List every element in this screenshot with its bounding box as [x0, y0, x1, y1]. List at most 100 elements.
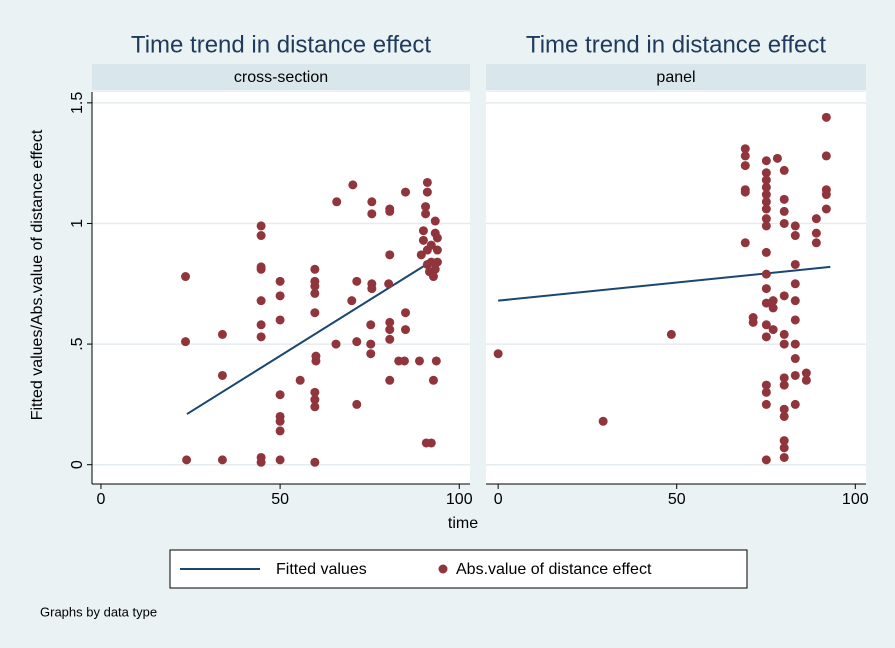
x-tick-label: 0	[97, 491, 106, 508]
plot-area	[486, 92, 866, 484]
note: Graphs by data type	[40, 604, 157, 619]
scatter-point	[367, 284, 377, 294]
scatter-point	[779, 291, 789, 301]
scatter-point	[385, 325, 395, 335]
scatter-point	[217, 329, 227, 339]
scatter-point	[256, 332, 266, 342]
scatter-point	[432, 233, 442, 243]
scatter-point	[422, 187, 432, 197]
scatter-point	[779, 206, 789, 216]
fitted-line	[186, 258, 435, 415]
scatter-point	[401, 187, 411, 197]
scatter-point	[275, 426, 285, 436]
scatter-point	[761, 380, 771, 390]
scatter-point	[421, 209, 431, 219]
strip	[486, 64, 866, 90]
scatter-point	[779, 380, 789, 390]
scatter-point	[790, 370, 800, 380]
scatter-point	[790, 231, 800, 241]
scatter-point	[768, 296, 778, 306]
scatter-point	[310, 402, 320, 412]
scatter-point	[666, 329, 676, 339]
scatter-point	[821, 112, 831, 122]
scatter-point	[761, 156, 771, 166]
scatter-point	[821, 190, 831, 200]
scatter-point	[256, 457, 266, 467]
scatter-point	[311, 356, 321, 366]
scatter-point	[367, 209, 377, 219]
scatter-point	[790, 315, 800, 325]
scatter-point	[348, 180, 358, 190]
scatter-point	[347, 296, 357, 306]
scatter-point	[740, 161, 750, 171]
y-tick-label: .5	[69, 337, 86, 350]
scatter-point	[352, 337, 362, 347]
scatter-point	[352, 399, 362, 409]
scatter-point	[181, 337, 191, 347]
y-axis-label: Fitted values/Abs.value of distance effe…	[29, 129, 46, 420]
scatter-point	[761, 332, 771, 342]
scatter-point	[421, 438, 431, 448]
scatter-point	[418, 235, 428, 245]
scatter-point	[295, 375, 305, 385]
scatter-point	[366, 320, 376, 330]
scatter-point	[761, 214, 771, 224]
scatter-point	[790, 296, 800, 306]
x-tick-label: 100	[446, 491, 473, 508]
scatter-point	[275, 455, 285, 465]
scatter-point	[385, 317, 395, 327]
scatter-point	[385, 206, 395, 216]
y-tick-label: 0	[69, 460, 86, 469]
scatter-point	[256, 221, 266, 231]
scatter-point	[821, 204, 831, 214]
scatter-point	[352, 276, 362, 286]
strip	[92, 64, 470, 90]
scatter-point	[430, 216, 440, 226]
y-tick-label: 1	[69, 219, 86, 228]
scatter-point	[493, 349, 503, 359]
scatter-point	[598, 416, 608, 426]
scatter-point	[821, 151, 831, 161]
scatter-point	[384, 279, 394, 289]
scatter-point	[385, 334, 395, 344]
scatter-point	[432, 245, 442, 255]
legend-label: Fitted values	[276, 561, 367, 578]
scatter-point	[761, 197, 771, 207]
scatter-point	[779, 452, 789, 462]
scatter-point	[275, 315, 285, 325]
scatter-point	[740, 144, 750, 154]
scatter-point	[761, 168, 771, 178]
scatter-point	[740, 238, 750, 248]
scatter-point	[790, 399, 800, 409]
scatter-point	[761, 204, 771, 214]
scatter-point	[790, 354, 800, 364]
scatter-point	[790, 221, 800, 231]
scatter-point	[779, 404, 789, 414]
scatter-point	[310, 288, 320, 298]
scatter-point	[414, 356, 424, 366]
scatter-point	[779, 329, 789, 339]
scatter-point	[811, 238, 821, 248]
scatter-point	[181, 272, 191, 282]
scatter-point	[256, 296, 266, 306]
scatter-point	[779, 436, 789, 446]
scatter-point	[768, 303, 778, 313]
scatter-point	[748, 317, 758, 327]
scatter-point	[399, 356, 409, 366]
scatter-point	[331, 339, 341, 349]
scatter-point	[401, 308, 411, 318]
scatter-point	[426, 257, 436, 267]
scatter-point	[779, 165, 789, 175]
scatter-point	[740, 151, 750, 161]
scatter-point	[256, 320, 266, 330]
scatter-point	[790, 339, 800, 349]
x-tick-label: 50	[271, 491, 289, 508]
scatter-point	[275, 390, 285, 400]
scatter-point	[366, 349, 376, 359]
scatter-point	[275, 291, 285, 301]
scatter-point	[779, 373, 789, 383]
legend-box	[169, 549, 748, 589]
scatter-point	[310, 264, 320, 274]
scatter-point	[761, 175, 771, 185]
